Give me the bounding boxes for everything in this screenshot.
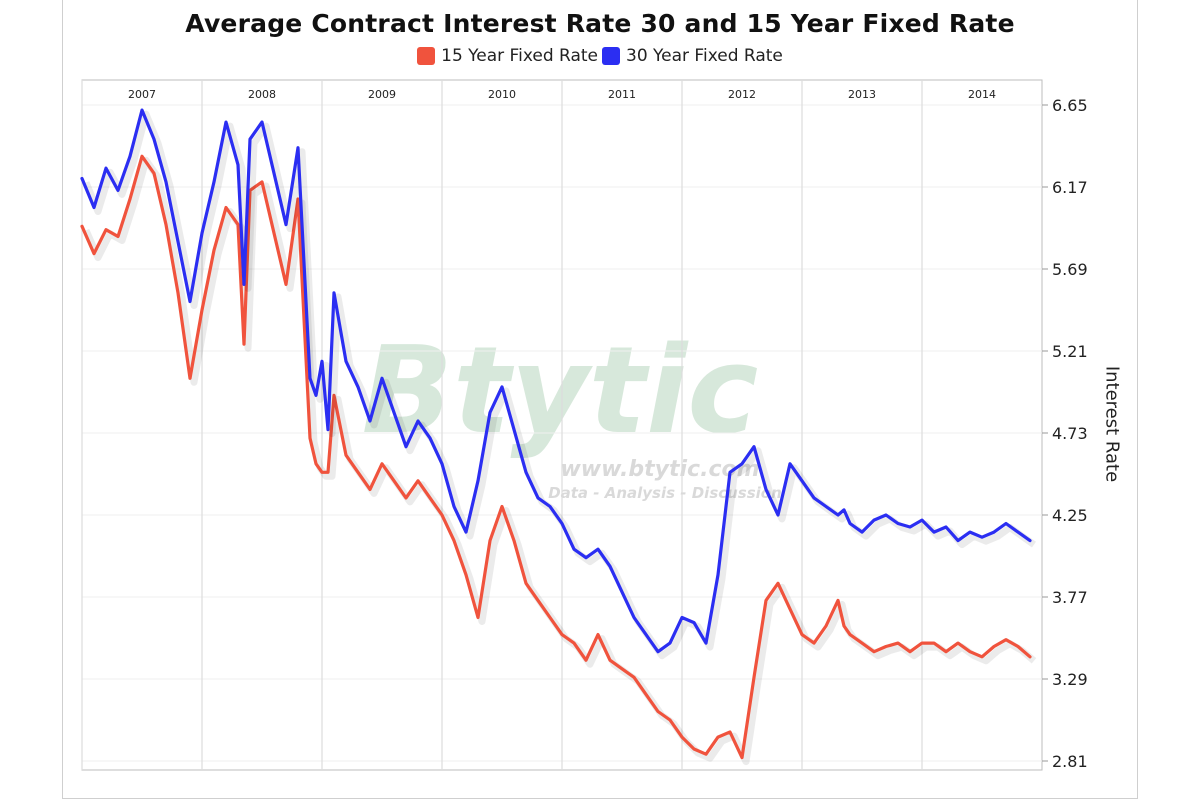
y-tick-label: 3.77 [1052, 588, 1088, 607]
x-tick-label: 2010 [488, 88, 516, 101]
chart-legend: 15 Year Fixed Rate 30 Year Fixed Rate [0, 46, 1200, 66]
watermark-logo: Btytic [362, 322, 759, 461]
watermark-url: www.btytic.com [560, 457, 759, 482]
chart-frame [62, 0, 1138, 799]
series-line-30yr [80, 108, 1032, 654]
y-tick-label: 6.17 [1052, 178, 1088, 197]
legend-item-30yr[interactable]: 30 Year Fixed Rate [602, 46, 783, 66]
x-tick-label: 2013 [848, 88, 876, 101]
y-tick-label: 4.25 [1052, 506, 1088, 525]
x-tick-label: 2008 [248, 88, 276, 101]
legend-swatch-30yr [602, 47, 620, 65]
y-axis-label: Interest Rate [1101, 365, 1123, 483]
x-tick-label: 2007 [128, 88, 156, 101]
x-tick-label: 2009 [368, 88, 396, 101]
legend-label-15yr: 15 Year Fixed Rate [441, 46, 598, 66]
x-tick-label: 2014 [968, 88, 996, 101]
y-tick-label: 5.69 [1052, 260, 1088, 279]
legend-item-15yr[interactable]: 15 Year Fixed Rate [417, 46, 598, 66]
y-tick-label: 6.65 [1052, 96, 1088, 115]
watermark-tagline: Data - Analysis - Discussion [548, 484, 782, 502]
watermark: Btytic www.btytic.com Data - Analysis - … [362, 322, 782, 502]
y-tick-label: 2.81 [1052, 752, 1088, 771]
series-line-15yr [80, 154, 1032, 760]
y-tick-label: 4.73 [1052, 424, 1088, 443]
x-tick-label: 2012 [728, 88, 756, 101]
x-tick-label: 2011 [608, 88, 636, 101]
y-tick-label: 3.29 [1052, 670, 1088, 689]
legend-label-30yr: 30 Year Fixed Rate [626, 46, 783, 66]
legend-swatch-15yr [417, 47, 436, 65]
y-tick-label: 5.21 [1052, 342, 1088, 361]
chart-title: Average Contract Interest Rate 30 and 15… [185, 9, 1015, 38]
